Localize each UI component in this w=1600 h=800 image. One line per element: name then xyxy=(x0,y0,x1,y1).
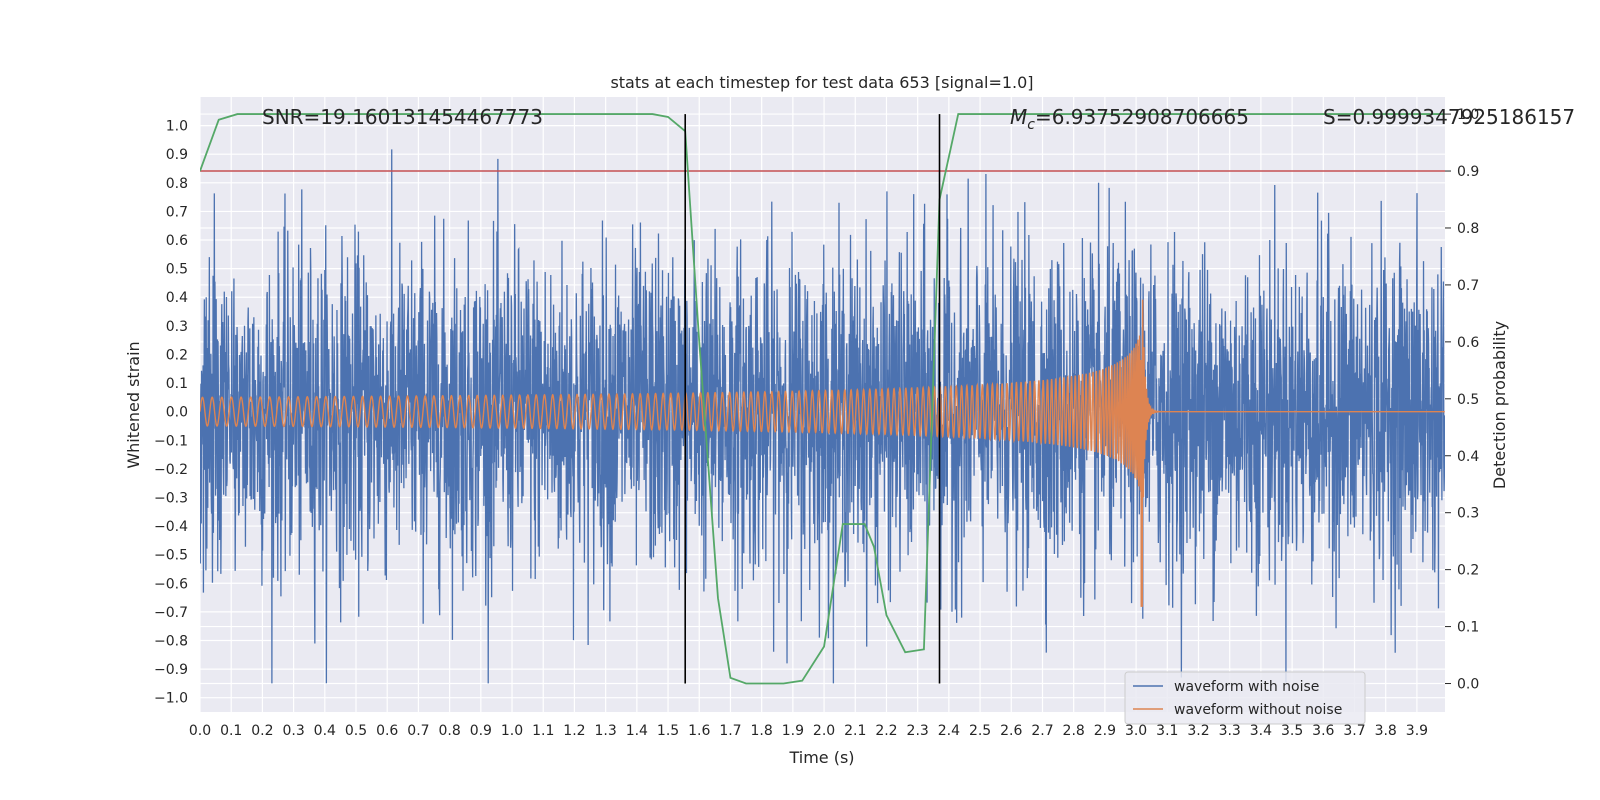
x-tick-label: 0.6 xyxy=(376,723,398,739)
x-tick-label: 3.3 xyxy=(1219,723,1241,739)
y2-tick-label: 0.8 xyxy=(1457,221,1479,237)
x-tick-label: 2.2 xyxy=(875,723,897,739)
y-tick-label: 0.5 xyxy=(166,262,188,278)
x-tick-label: 1.2 xyxy=(563,723,585,739)
annotation-chirp-mass: Mc=6.93752908706665 xyxy=(1010,105,1249,133)
legend-label-with-noise: waveform with noise xyxy=(1174,679,1319,695)
annotation-s: S=0.9999347925186157 xyxy=(1323,105,1575,129)
y-tick-label: −1.0 xyxy=(154,691,188,707)
y2-tick-label: 1.0 xyxy=(1457,107,1479,123)
y-axis-title: Whitened strain xyxy=(124,341,143,468)
series-detection-probability xyxy=(200,113,1445,685)
y-tick-label: −0.8 xyxy=(154,633,188,649)
x-axis-title: Time (s) xyxy=(788,748,854,767)
x-tick-label: 0.8 xyxy=(438,723,460,739)
y-tick-label: −0.5 xyxy=(154,548,188,564)
y-tick-label: 0.9 xyxy=(166,147,188,163)
y2-tick-label: 0.0 xyxy=(1457,677,1479,693)
plot-area xyxy=(200,113,1445,685)
y-tick-label: 0.7 xyxy=(166,204,188,220)
y2-tick-label: 0.3 xyxy=(1457,506,1479,522)
y-tick-label: 0.6 xyxy=(166,233,188,249)
chirp-mass-subscript: c xyxy=(1027,117,1035,133)
clean-waveform-path xyxy=(200,299,1445,607)
legend-label-without-noise: waveform without noise xyxy=(1174,702,1342,718)
y-tick-label: −0.2 xyxy=(154,462,188,478)
y-tick-label: 0.1 xyxy=(166,376,188,392)
x-tick-label: 1.9 xyxy=(782,723,804,739)
y2-tick-label: 0.5 xyxy=(1457,392,1479,408)
chirp-mass-symbol: M xyxy=(1010,105,1027,129)
x-tick-label: 1.7 xyxy=(719,723,741,739)
y-tick-label: 0.2 xyxy=(166,347,188,363)
x-axis-ticks: 0.0 0.1 0.2 0.3 0.4 0.5 0.6 0.7 0.8 0.9 1.0 1.1 1.2 1… xyxy=(189,723,1428,739)
y-tick-label: 1.0 xyxy=(166,119,188,135)
x-tick-label: 0.5 xyxy=(345,723,367,739)
x-tick-label: 1.3 xyxy=(595,723,617,739)
x-tick-label: 2.7 xyxy=(1031,723,1053,739)
y-tick-label: 0.0 xyxy=(166,405,188,421)
vertical-markers xyxy=(684,114,941,684)
series-waveform-without-noise xyxy=(200,299,1445,607)
x-tick-label: 1.6 xyxy=(688,723,710,739)
x-tick-label: 2.8 xyxy=(1063,723,1085,739)
x-tick-label: 0.0 xyxy=(189,723,211,739)
x-tick-label: 3.5 xyxy=(1281,723,1303,739)
x-tick-label: 2.5 xyxy=(969,723,991,739)
y2-axis-ticks: 1.0 0.9 0.8 0.7 0.6 0.5 0.4 0.3 0.2 0.1 0.0 xyxy=(1445,107,1479,693)
x-tick-label: 3.0 xyxy=(1125,723,1147,739)
y2-tick-label: 0.6 xyxy=(1457,335,1479,351)
x-tick-label: 3.7 xyxy=(1343,723,1365,739)
y2-tick-label: 0.9 xyxy=(1457,164,1479,180)
x-tick-label: 3.1 xyxy=(1156,723,1178,739)
x-tick-label: 3.9 xyxy=(1406,723,1428,739)
noise-waveform-path xyxy=(200,149,1445,684)
y2-tick-label: 0.7 xyxy=(1457,278,1479,294)
x-tick-label: 2.1 xyxy=(844,723,866,739)
y-tick-label: −0.4 xyxy=(154,519,188,535)
x-tick-label: 1.0 xyxy=(501,723,523,739)
y-tick-label: 0.4 xyxy=(166,290,188,306)
y2-tick-label: 0.1 xyxy=(1457,620,1479,636)
x-tick-label: 3.2 xyxy=(1187,723,1209,739)
probability-line-path xyxy=(200,113,1445,685)
x-tick-label: 2.4 xyxy=(938,723,960,739)
x-tick-label: 2.9 xyxy=(1094,723,1116,739)
y-tick-label: 0.3 xyxy=(166,319,188,335)
x-tick-label: 0.9 xyxy=(470,723,492,739)
x-tick-label: 3.4 xyxy=(1250,723,1272,739)
x-tick-label: 2.6 xyxy=(1000,723,1022,739)
y-tick-label: −0.6 xyxy=(154,576,188,592)
x-tick-label: 1.5 xyxy=(657,723,679,739)
y-tick-label: 0.8 xyxy=(166,176,188,192)
x-tick-label: 2.3 xyxy=(907,723,929,739)
y2-axis-title: Detection probability xyxy=(1490,321,1509,489)
y2-tick-label: 0.2 xyxy=(1457,563,1479,579)
series-waveform-with-noise xyxy=(200,149,1445,684)
x-tick-label: 0.7 xyxy=(407,723,429,739)
chart-title: stats at each timestep for test data 653… xyxy=(610,73,1033,92)
x-tick-label: 2.0 xyxy=(813,723,835,739)
x-tick-label: 3.6 xyxy=(1312,723,1334,739)
x-tick-label: 0.2 xyxy=(251,723,273,739)
y-tick-label: −0.7 xyxy=(154,605,188,621)
x-tick-label: 0.3 xyxy=(282,723,304,739)
x-tick-label: 1.1 xyxy=(532,723,554,739)
chirp-mass-value: =6.93752908706665 xyxy=(1035,105,1249,129)
x-tick-label: 0.4 xyxy=(314,723,336,739)
y2-tick-label: 0.4 xyxy=(1457,449,1479,465)
legend: waveform with noise waveform without noi… xyxy=(1124,671,1366,725)
x-tick-label: 0.1 xyxy=(220,723,242,739)
x-tick-label: 3.8 xyxy=(1375,723,1397,739)
annotation-snr: SNR=19.160131454467773 xyxy=(262,105,543,129)
x-tick-label: 1.8 xyxy=(751,723,773,739)
y-tick-label: −0.9 xyxy=(154,662,188,678)
y-tick-label: −0.3 xyxy=(154,490,188,506)
legend-box xyxy=(1124,671,1366,725)
x-tick-label: 1.4 xyxy=(626,723,648,739)
y-tick-label: −0.1 xyxy=(154,433,188,449)
y-axis-ticks: 1.0 0.9 0.8 0.7 0.6 0.5 0.4 0.3 0.2 0.1 0.0 −0.1 −0.… xyxy=(154,119,188,707)
